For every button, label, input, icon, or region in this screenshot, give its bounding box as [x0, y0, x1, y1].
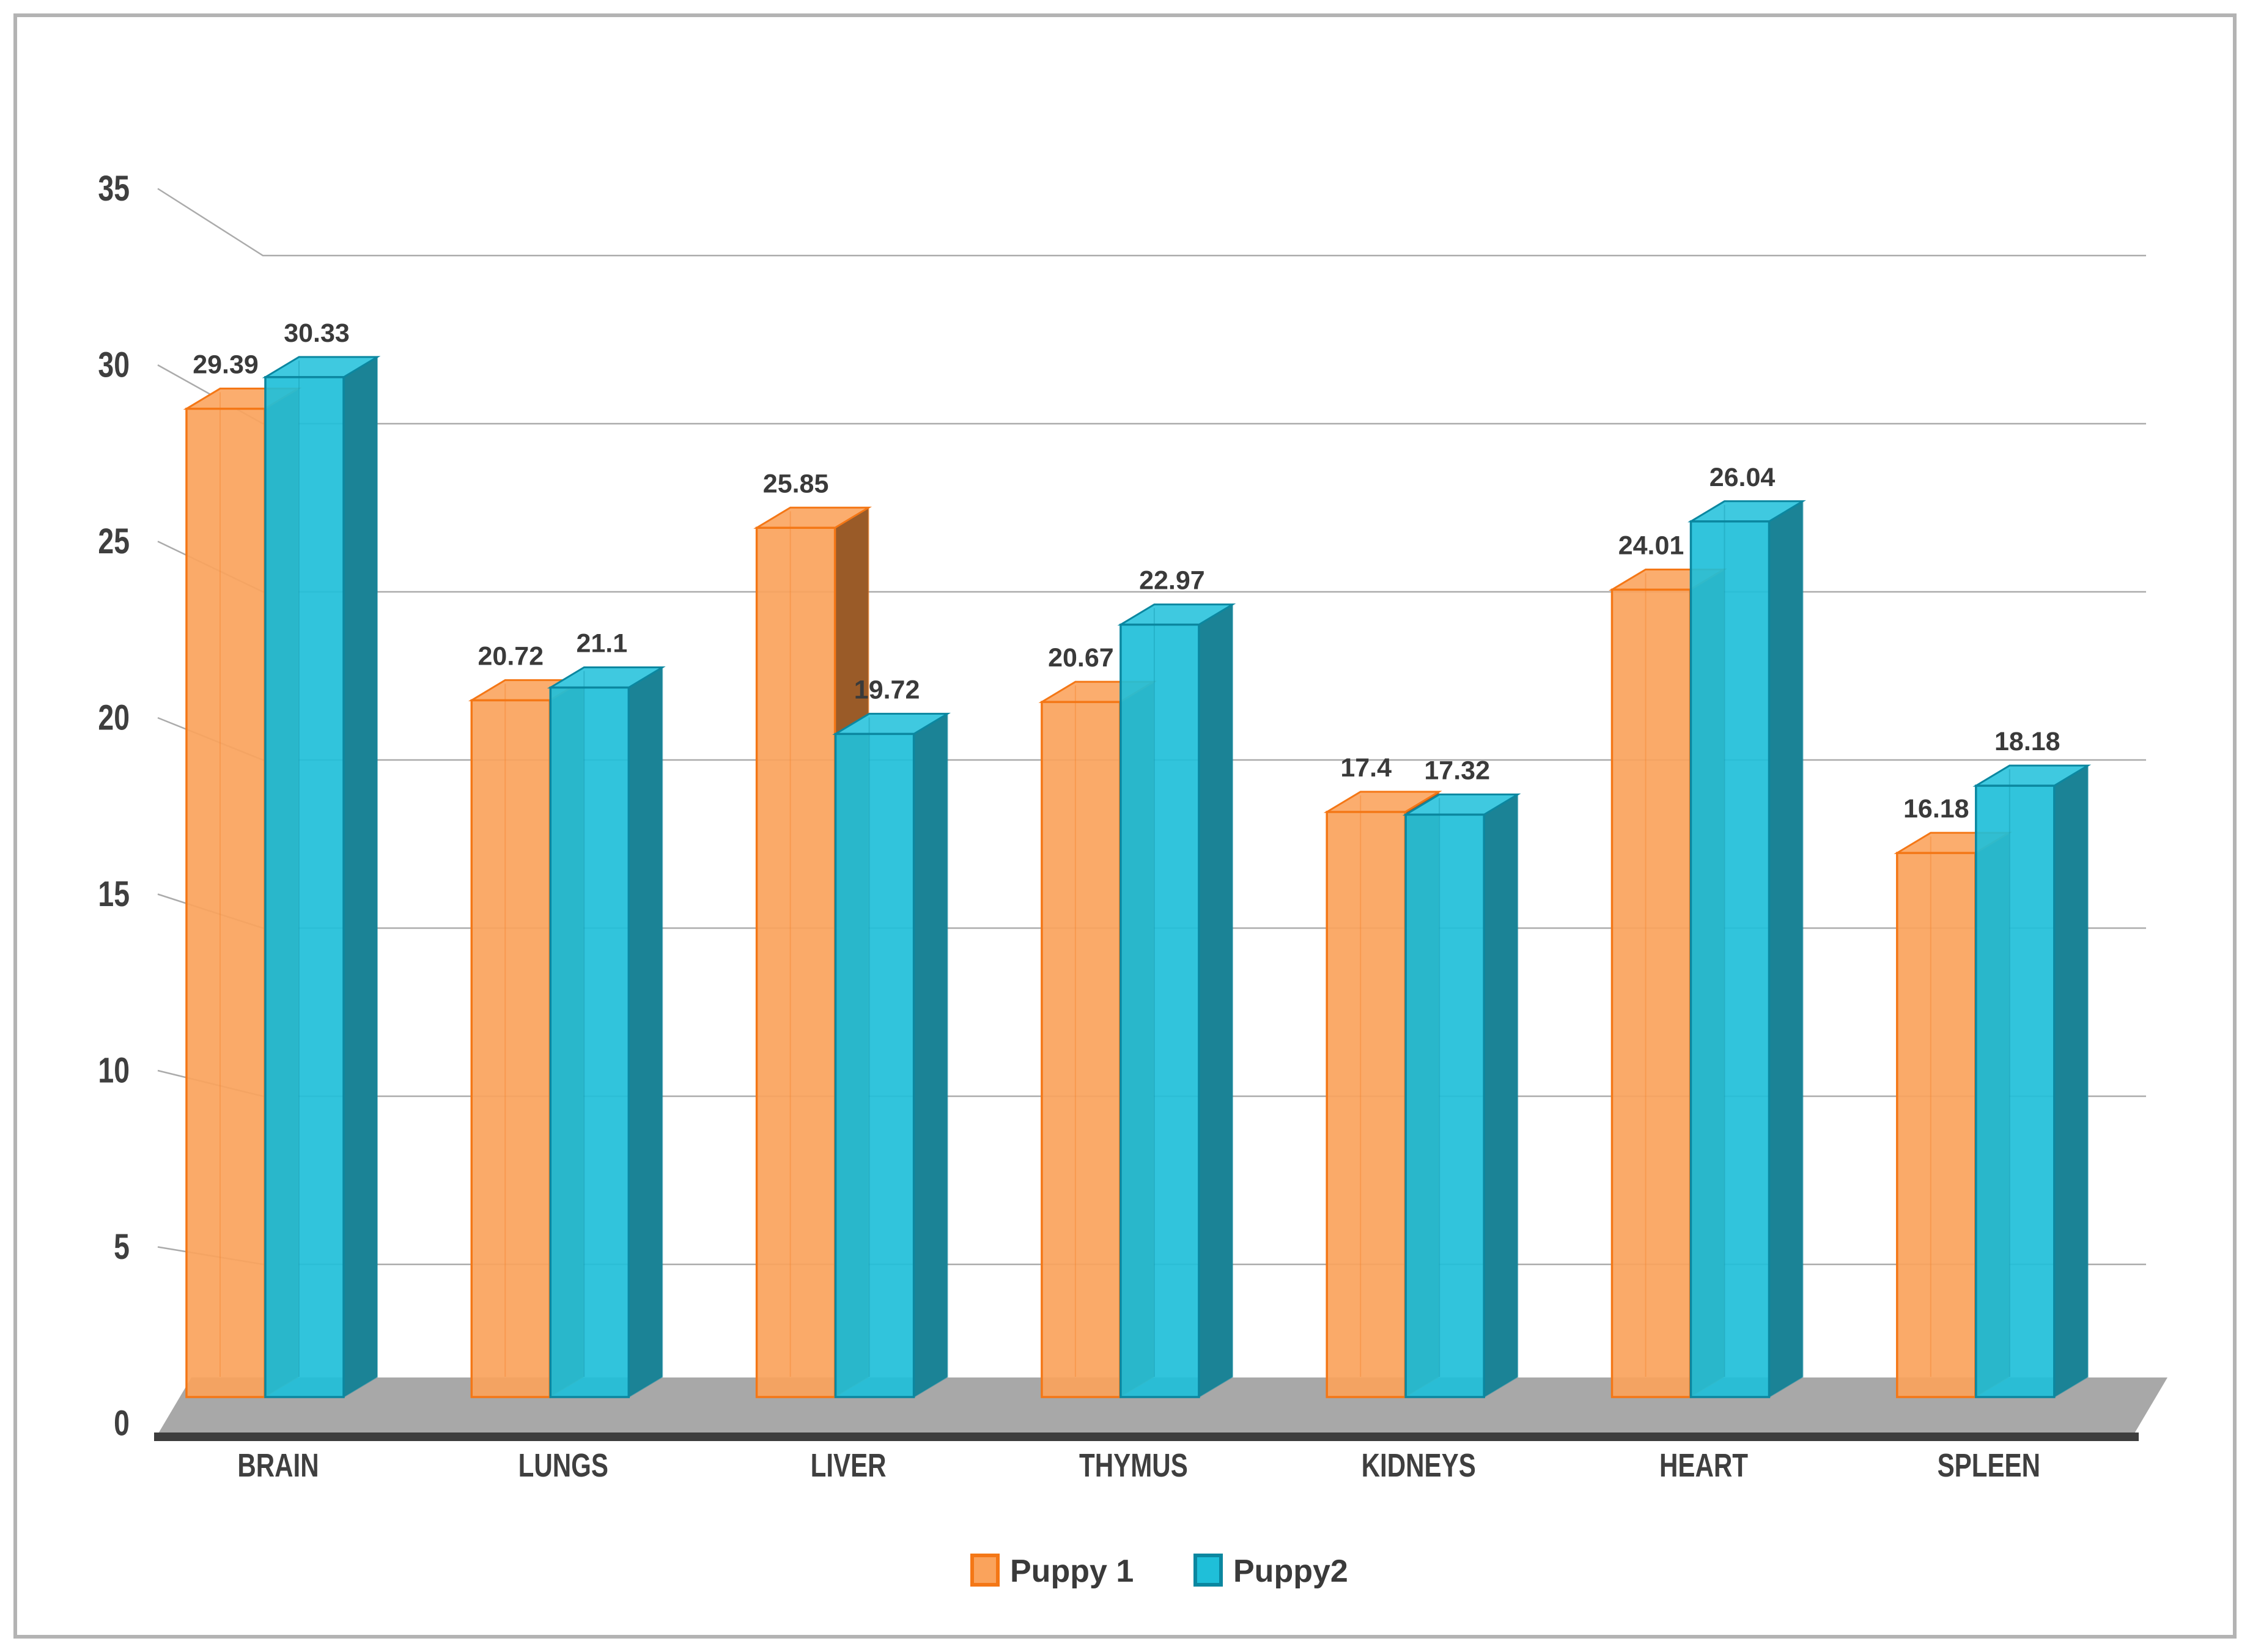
data-label: 20.72 [478, 641, 544, 671]
legend: Puppy 1 Puppy2 [970, 1554, 1348, 1589]
data-label: 26.04 [1710, 463, 1776, 492]
bar-side-face [1198, 603, 1233, 1398]
y-tick-label: 5 [114, 1227, 130, 1267]
bar-front-face [549, 686, 630, 1398]
x-axis-label-kidneys: KIDNEYS [1362, 1447, 1476, 1484]
bar-side-face [2053, 764, 2089, 1398]
data-label: 17.4 [1340, 753, 1392, 783]
data-label: 18.18 [1994, 727, 2060, 756]
data-label: 21.1 [576, 629, 627, 658]
x-axis-label-lungs: LUNGS [518, 1447, 608, 1484]
y-tick-label: 0 [114, 1403, 130, 1443]
data-label: 22.97 [1139, 566, 1205, 596]
bar-front-face [1326, 811, 1406, 1398]
gridline-35 [157, 188, 2146, 257]
bar-front-face [1896, 852, 1977, 1398]
y-axis-ticks-layer: 0 5 10 15 20 25 30 35 [98, 169, 130, 1444]
data-label: 19.72 [854, 675, 920, 704]
gridline-30 [157, 364, 2146, 425]
data-label: 29.39 [193, 350, 259, 380]
bar-puppy2-brain [262, 356, 381, 1398]
bar-front-face [1404, 813, 1485, 1398]
bar-front-face [185, 407, 266, 1398]
bar-side-face [343, 356, 378, 1398]
data-labels-layer: 29.39 30.33 20.72 21.1 25.85 19.72 20.67 22.97 1… [193, 319, 2060, 824]
y-tick-label: 35 [98, 169, 130, 208]
bar-puppy2-spleen [1972, 764, 2092, 1398]
y-tick-label: 25 [98, 522, 130, 561]
bar-front-face [1689, 520, 1771, 1398]
data-label: 24.01 [1618, 531, 1684, 560]
x-axis-label-spleen: SPLEEN [1938, 1447, 2040, 1484]
bar-front-face [834, 732, 915, 1398]
bar-front-face [470, 699, 551, 1398]
legend-item-puppy-1: Puppy 1 [970, 1554, 1134, 1589]
bar-front-face [1975, 784, 2056, 1398]
bar-puppy2-kidneys [1402, 793, 1521, 1398]
bar-puppy2-heart [1688, 500, 1806, 1398]
bar-front-face [1610, 588, 1692, 1398]
legend-marker [1193, 1554, 1223, 1587]
data-label: 25.85 [763, 469, 829, 498]
data-label: 16.18 [1903, 794, 1969, 824]
legend-label: Puppy 1 [1010, 1554, 1134, 1589]
bar-side-face [1483, 793, 1519, 1398]
bar-puppy2-lungs [547, 666, 666, 1398]
bar-front-face [264, 376, 345, 1398]
data-label: 17.32 [1424, 756, 1490, 785]
y-tick-label: 10 [98, 1050, 130, 1090]
bar-puppy2-thymus [1117, 603, 1236, 1398]
legend-marker [970, 1554, 1000, 1587]
y-tick-label: 15 [98, 874, 130, 914]
x-axis-label-heart: HEART [1659, 1447, 1748, 1484]
x-axis-label-liver: LIVER [811, 1447, 887, 1484]
data-label: 20.67 [1048, 643, 1114, 673]
bar-front-face [1119, 623, 1200, 1398]
legend-item-puppy2: Puppy2 [1193, 1554, 1348, 1589]
x-axis-label-thymus: THYMUS [1079, 1447, 1188, 1484]
bar-puppy2-liver [832, 712, 951, 1398]
y-tick-label: 30 [98, 345, 130, 385]
bar-side-face [628, 666, 663, 1398]
y-tick-label: 20 [98, 698, 130, 737]
bar-front-face [1041, 701, 1121, 1398]
bar-side-face [913, 712, 948, 1398]
bars-layer [183, 356, 2092, 1398]
bar-front-face [755, 526, 836, 1398]
x-axis-label-brain: BRAIN [237, 1447, 319, 1484]
legend-label: Puppy2 [1233, 1554, 1348, 1589]
x-axis-labels-layer: BRAIN LUNGS LIVER THYMUS KIDNEYS HEART SPLEEN [237, 1447, 2040, 1484]
chart-outer-border [13, 13, 2237, 1639]
data-label: 30.33 [284, 319, 350, 348]
bar-side-face [1768, 500, 1804, 1398]
